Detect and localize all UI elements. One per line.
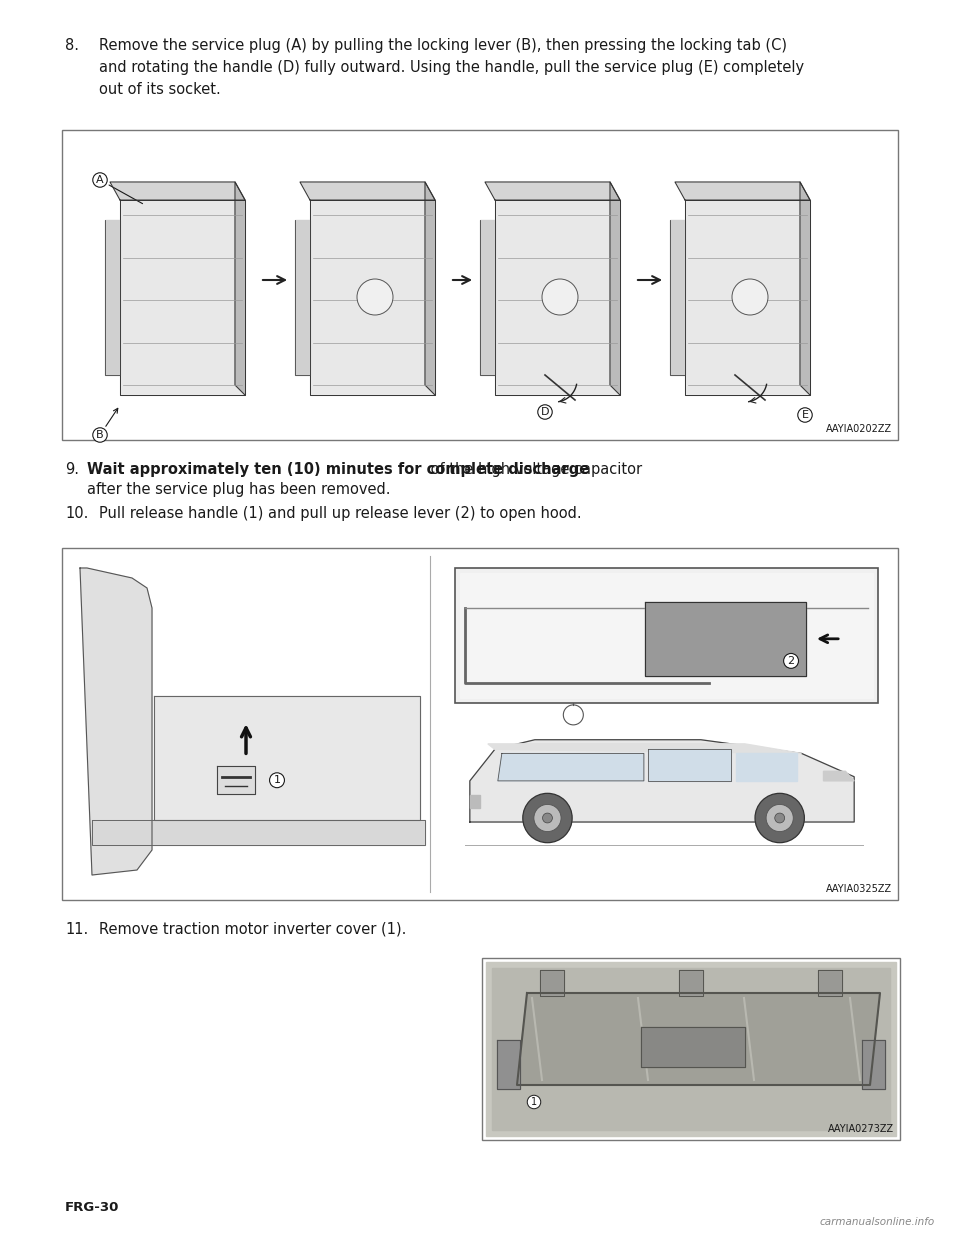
Text: Pull release handle (1) and pull up release lever (2) to open hood.: Pull release handle (1) and pull up rele… [99, 505, 582, 520]
Circle shape [732, 279, 768, 315]
Polygon shape [469, 795, 480, 809]
Bar [62, 130, 898, 440]
Text: 9.: 9. [65, 462, 79, 477]
Polygon shape [824, 771, 854, 781]
Text: and rotating the handle (D) fully outward. Using the handle, pull the service pl: and rotating the handle (D) fully outwar… [99, 60, 804, 75]
Text: AAYIA0273ZZ: AAYIA0273ZZ [828, 1124, 894, 1134]
Polygon shape [679, 970, 703, 996]
Polygon shape [460, 573, 873, 698]
Polygon shape [300, 183, 435, 200]
Polygon shape [670, 220, 685, 375]
Circle shape [564, 705, 584, 725]
Polygon shape [154, 696, 420, 820]
Polygon shape [80, 568, 152, 876]
Polygon shape [862, 1040, 885, 1089]
Bar [455, 568, 878, 703]
Polygon shape [105, 220, 120, 375]
Text: 11.: 11. [65, 922, 88, 936]
Polygon shape [818, 970, 842, 996]
Polygon shape [235, 183, 245, 395]
Polygon shape [498, 754, 644, 781]
Text: Wait approximately ten (10) minutes for complete discharge: Wait approximately ten (10) minutes for … [87, 462, 589, 477]
Bar [62, 548, 898, 900]
Text: E: E [802, 410, 808, 420]
Polygon shape [480, 220, 495, 375]
Circle shape [775, 814, 784, 823]
Text: AAYIA0325ZZ: AAYIA0325ZZ [826, 884, 892, 894]
Polygon shape [800, 183, 810, 395]
Bar [482, 958, 900, 1140]
Polygon shape [488, 744, 802, 754]
Polygon shape [492, 968, 890, 1130]
Text: out of its socket.: out of its socket. [99, 82, 221, 97]
Polygon shape [685, 200, 810, 395]
Polygon shape [120, 200, 245, 395]
Text: Remove the service plug (A) by pulling the locking lever (B), then pressing the : Remove the service plug (A) by pulling t… [99, 39, 787, 53]
Text: 1: 1 [531, 1097, 537, 1107]
Polygon shape [469, 740, 854, 822]
Polygon shape [675, 183, 810, 200]
Circle shape [766, 805, 793, 832]
Polygon shape [110, 183, 245, 200]
Circle shape [357, 279, 393, 315]
Polygon shape [486, 963, 896, 1136]
Circle shape [523, 794, 572, 842]
Polygon shape [92, 820, 425, 845]
Polygon shape [217, 766, 255, 794]
Polygon shape [648, 749, 732, 781]
Polygon shape [517, 994, 880, 1086]
Polygon shape [641, 1027, 745, 1067]
Text: D: D [540, 407, 549, 417]
Text: 1: 1 [274, 775, 280, 785]
Text: Remove traction motor inverter cover (1).: Remove traction motor inverter cover (1)… [99, 922, 406, 936]
Polygon shape [610, 183, 620, 395]
Polygon shape [736, 754, 797, 781]
Text: of the high voltage capacitor: of the high voltage capacitor [426, 462, 642, 477]
Polygon shape [310, 200, 435, 395]
Text: carmanualsonline.info: carmanualsonline.info [820, 1217, 935, 1227]
Polygon shape [295, 220, 310, 375]
Text: B: B [96, 409, 118, 440]
Text: A: A [96, 175, 143, 204]
Text: 8.: 8. [65, 39, 79, 53]
Text: after the service plug has been removed.: after the service plug has been removed. [87, 482, 391, 497]
Circle shape [534, 805, 561, 832]
Text: 10.: 10. [65, 505, 88, 520]
Text: AAYIA0202ZZ: AAYIA0202ZZ [826, 424, 892, 433]
Text: 2: 2 [787, 656, 795, 666]
Polygon shape [540, 970, 564, 996]
Text: FRG-30: FRG-30 [65, 1201, 119, 1213]
Polygon shape [645, 601, 806, 676]
Circle shape [755, 794, 804, 842]
Text: C: C [372, 292, 379, 302]
Polygon shape [497, 1040, 520, 1089]
Circle shape [542, 279, 578, 315]
Polygon shape [485, 183, 620, 200]
Circle shape [542, 814, 552, 823]
Polygon shape [425, 183, 435, 395]
Polygon shape [495, 200, 620, 395]
